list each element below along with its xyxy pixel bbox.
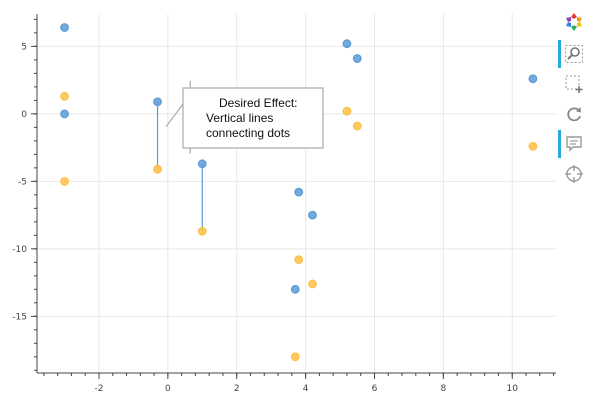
blue-point-5 [308,210,317,220]
toolbar [558,8,592,198]
y-tick-label: -5 [18,177,27,187]
orange-point-4 [294,255,304,265]
vertical-segments [156,101,203,232]
hover-tool[interactable] [558,130,586,158]
orange-point-9 [528,141,538,151]
scatter-plot[interactable]: -2 0 2 4 6 8 10 5 0 -5 -10 -15 Desired Effect: Vert… [0,0,556,411]
x-tick-label: -2 [94,384,103,394]
blue-point-9 [528,74,538,84]
bokeh-logo-icon [566,13,582,31]
box-select-icon [565,75,583,93]
blue-point-2 [153,97,162,107]
x-tick-label: 6 [372,384,378,394]
orange-point-1 [60,176,69,186]
annotation-line-3: connecting dots [206,126,290,140]
annotation-line-1: Desired Effect: [219,96,297,110]
blue-point-3 [197,159,207,169]
bokeh-logo[interactable] [562,10,586,34]
x-tick-label: 0 [165,384,171,394]
annotation-box [182,87,324,149]
orange-point-3 [197,226,207,236]
reset-tool[interactable] [562,102,586,126]
blue-point-1 [60,109,69,119]
orange-point-2 [153,164,162,174]
x-tick-label: 10 [507,384,519,394]
annotation-line-2: Vertical lines [206,111,273,125]
axes: -2 0 2 4 6 8 10 5 0 -5 -10 -15 [12,14,556,394]
crosshair-tool[interactable] [562,162,586,186]
orange-point-0 [60,91,69,101]
y-tick-label: 0 [21,110,27,120]
blue-point-4 [294,187,304,197]
orange-point-8 [352,121,362,131]
x-tick-label: 8 [440,384,446,394]
y-tick-label: -10 [12,245,27,255]
hover-icon [566,136,582,152]
y-tick-label: -15 [12,312,27,322]
reset-icon [567,107,581,122]
annotation: Desired Effect: Vertical lines connectin… [165,80,324,154]
box-select-tool[interactable] [562,72,586,96]
blue-point-6 [290,284,300,294]
crosshair-icon [565,165,583,183]
box-zoom-tool[interactable] [558,40,586,68]
box-zoom-icon [565,45,583,63]
blue-point-8 [352,54,362,63]
orange-point-5 [308,279,317,289]
x-tick-label: 4 [303,384,309,394]
orange-point-6 [290,352,300,362]
y-tick-label: 5 [21,42,27,52]
orange-point-7 [342,106,352,116]
x-tick-label: 2 [234,384,240,394]
blue-point-7 [342,39,352,49]
blue-point-0 [60,23,69,32]
data-points [60,23,538,362]
